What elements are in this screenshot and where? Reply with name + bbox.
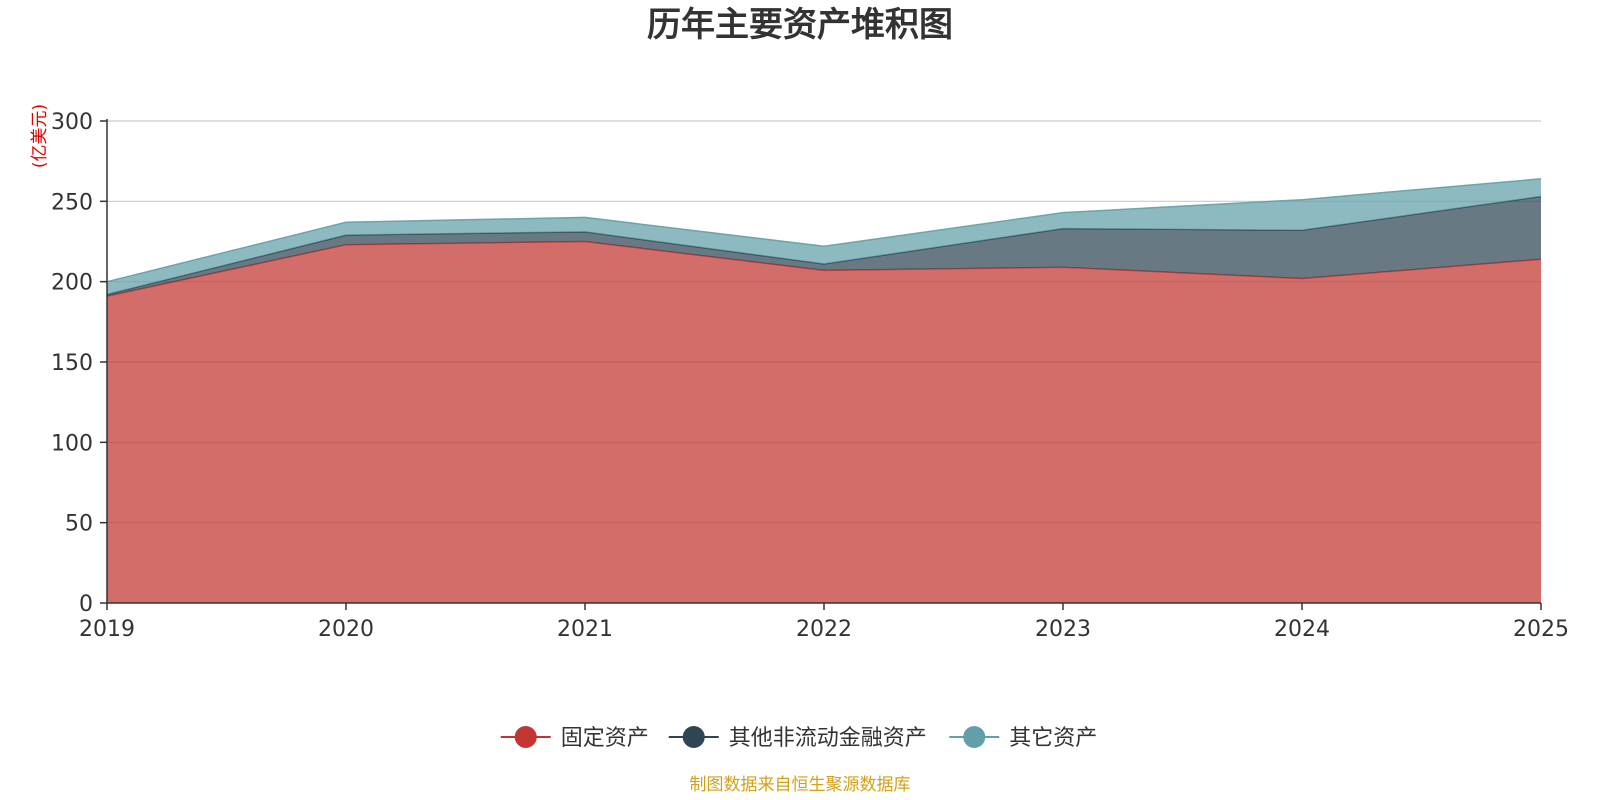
x-tick-label: 2024 xyxy=(1274,617,1330,642)
legend: 固定资产 其他非流动金融资产 其它资产 xyxy=(500,726,1097,751)
x-tick-label: 2022 xyxy=(796,617,852,642)
legend-label: 其它资产 xyxy=(1009,726,1097,751)
x-tick-label: 2025 xyxy=(1513,617,1569,642)
area-series-layer xyxy=(106,178,1542,603)
area-series-0 xyxy=(107,241,1541,603)
y-tick-label: 100 xyxy=(51,431,93,456)
y-tick-label: 150 xyxy=(51,351,93,376)
legend-marker-icon xyxy=(514,726,537,748)
legend-label: 其他非流动金融资产 xyxy=(729,726,927,751)
area-series-2 xyxy=(107,178,1541,295)
x-tick-label: 2019 xyxy=(79,617,135,642)
axes: 0 50 100 150 200 250 300 2019 2020 2021 2022 2023 20… xyxy=(51,110,1569,642)
x-tick-label: 2020 xyxy=(318,617,374,642)
legend-item-0[interactable]: 固定资产 xyxy=(500,726,649,751)
y-tick-label: 50 xyxy=(65,512,93,537)
y-tick-label: 0 xyxy=(79,592,93,617)
legend-marker-icon xyxy=(682,726,705,748)
y-tick-label: 300 xyxy=(51,110,93,135)
legend-item-1[interactable]: 其他非流动金融资产 xyxy=(668,726,927,751)
legend-item-2[interactable]: 其它资产 xyxy=(949,726,1097,751)
y-tick-label: 200 xyxy=(51,271,93,296)
series-line-2 xyxy=(106,178,1542,283)
y-tick-label: 250 xyxy=(51,190,93,215)
chart-title: 历年主要资产堆积图 xyxy=(647,5,953,45)
x-tick-label: 2021 xyxy=(557,617,613,642)
x-tick-label: 2023 xyxy=(1035,617,1091,642)
source-note: 制图数据来自恒生聚源数据库 xyxy=(690,775,911,795)
legend-label: 固定资产 xyxy=(561,726,649,751)
y-axis-label: (亿美元) xyxy=(30,104,50,168)
legend-marker-icon xyxy=(963,726,986,748)
area-series-1 xyxy=(107,196,1541,297)
